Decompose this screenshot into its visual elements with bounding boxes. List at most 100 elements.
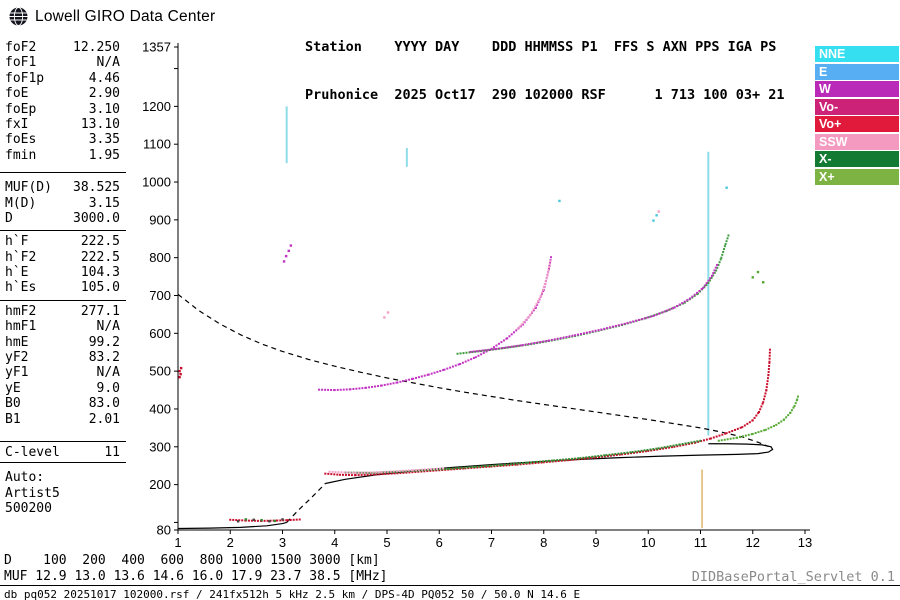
param-group-0: foF2 12.250 foF1 N/A foF1p 4.46 foE 2.90 foEp 3.1… bbox=[0, 40, 126, 163]
param-row-ye: yE 9.0 bbox=[0, 381, 126, 396]
param-value: 104.3 bbox=[80, 265, 120, 281]
param-label: h`E bbox=[5, 265, 29, 281]
param-label: Artist5 bbox=[5, 485, 60, 501]
y-tick-label: 200 bbox=[149, 477, 171, 492]
param-group-3: hmF2 277.1 hmF1 N/A hmE 99.2 yF2 83.2 yF1 N/A yE 9.… bbox=[0, 299, 126, 427]
param-row-b0: B0 83.0 bbox=[0, 396, 126, 411]
param-row-500200: 500200 bbox=[0, 501, 126, 516]
param-value: N/A bbox=[96, 319, 120, 335]
profile-valley bbox=[286, 483, 326, 523]
param-group-2: h`F 222.5 h`F2 222.5 h`E 104.3 h`Es 105.0 bbox=[0, 230, 126, 296]
scaled-parameters-panel: foF2 12.250 foF1 N/A foF1p 4.46 foE 2.90 foEp 3.1… bbox=[0, 40, 126, 517]
param-row-fof1p: foF1p 4.46 bbox=[0, 71, 126, 86]
muf-table-distance-row: D 100 200 400 600 800 1000 1500 3000 [km… bbox=[4, 553, 380, 568]
param-value: 38.525 bbox=[73, 180, 120, 196]
param-row-artist5: Artist5 bbox=[0, 486, 126, 501]
x-tick-label: 7 bbox=[488, 535, 495, 550]
y-tick-label: 1357 bbox=[142, 40, 171, 55]
param-label: foF1p bbox=[5, 70, 45, 86]
param-row-hmf2: hmF2 277.1 bbox=[0, 304, 126, 319]
legend-item-ssw: SSW bbox=[815, 133, 899, 150]
x-tick-label: 2 bbox=[227, 535, 234, 550]
param-value: 13.10 bbox=[80, 116, 120, 132]
param-value: 83.0 bbox=[88, 396, 120, 412]
param-row-d: D 3000.0 bbox=[0, 211, 126, 226]
param-value: 2.90 bbox=[88, 86, 120, 102]
x-tick-label: 1 bbox=[174, 535, 181, 550]
param-label: fmin bbox=[5, 147, 37, 163]
param-row-hme: hmE 99.2 bbox=[0, 335, 126, 350]
param-value: 3.15 bbox=[88, 195, 120, 211]
param-value: 12.250 bbox=[73, 40, 120, 55]
param-row-b1: B1 2.01 bbox=[0, 412, 126, 427]
y-tick-label: 500 bbox=[149, 364, 171, 379]
legend-item-e: E bbox=[815, 63, 899, 80]
y-tick-label: 900 bbox=[149, 212, 171, 227]
param-label: foEp bbox=[5, 101, 37, 117]
param-label: h`F2 bbox=[5, 249, 37, 265]
param-label: yE bbox=[5, 380, 21, 396]
param-row-fof1: foF1 N/A bbox=[0, 55, 126, 70]
param-row-fof2: foF2 12.250 bbox=[0, 40, 126, 55]
param-label: yF2 bbox=[5, 350, 29, 366]
y-tick-label: 80 bbox=[157, 523, 171, 538]
y-tick-label: 800 bbox=[149, 250, 171, 265]
param-value: 277.1 bbox=[80, 303, 120, 319]
param-row-hf2: h`F2 222.5 bbox=[0, 250, 126, 265]
param-value: 9.0 bbox=[96, 380, 120, 396]
servlet-version-label: DIDBasePortal_Servlet 0.1 bbox=[691, 569, 895, 585]
param-value: 4.46 bbox=[88, 70, 120, 86]
param-value: 11 bbox=[104, 444, 120, 460]
param-label: fxI bbox=[5, 116, 29, 132]
x-tick-label: 5 bbox=[383, 535, 390, 550]
param-group-4: C-level 11 bbox=[0, 440, 126, 464]
param-label: B0 bbox=[5, 396, 21, 412]
y-tick-label: 700 bbox=[149, 288, 171, 303]
param-label: yF1 bbox=[5, 365, 29, 381]
legend-item-vo: Vo+ bbox=[815, 116, 899, 132]
x-tick-label: 9 bbox=[592, 535, 599, 550]
param-label: M(D) bbox=[5, 195, 37, 211]
legend-item-x: X+ bbox=[815, 168, 899, 185]
x-tick-label: 3 bbox=[279, 535, 286, 550]
param-row-md: M(D) 3.15 bbox=[0, 196, 126, 211]
x-tick-label: 6 bbox=[436, 535, 443, 550]
param-label: foEs bbox=[5, 132, 37, 148]
y-tick-label: 1000 bbox=[142, 175, 171, 190]
brand-title: Lowell GIRO Data Center bbox=[35, 7, 216, 25]
param-label: 500200 bbox=[5, 501, 52, 517]
param-value: 3.10 bbox=[88, 101, 120, 117]
param-label: MUF(D) bbox=[5, 180, 52, 196]
param-row-foes: foEs 3.35 bbox=[0, 132, 126, 147]
param-row-fmin: fmin 1.95 bbox=[0, 148, 126, 163]
record-header-values: Pruhonice 2025 Oct17 290 102000 RSF 1 71… bbox=[305, 87, 785, 103]
y-tick-label: 600 bbox=[149, 326, 171, 341]
brand: Lowell GIRO Data Center bbox=[8, 6, 215, 27]
param-value: N/A bbox=[96, 365, 120, 381]
param-row-he: h`E 104.3 bbox=[0, 265, 126, 280]
globe-icon bbox=[9, 7, 28, 26]
param-label: Auto: bbox=[5, 470, 45, 486]
param-value: 3.35 bbox=[88, 132, 120, 148]
legend-item-nne: NNE bbox=[815, 46, 899, 62]
legend-item-vo: Vo- bbox=[815, 98, 899, 115]
param-row-foep: foEp 3.10 bbox=[0, 102, 126, 117]
y-tick-label: 300 bbox=[149, 439, 171, 454]
param-value: 83.2 bbox=[88, 350, 120, 366]
profile-f-region bbox=[325, 443, 774, 485]
param-label: B1 bbox=[5, 411, 21, 427]
muf-table-muf-row: MUF 12.9 13.0 13.6 14.6 16.0 17.9 23.7 3… bbox=[4, 569, 388, 584]
param-label: hmF1 bbox=[5, 319, 37, 335]
param-value: 222.5 bbox=[80, 234, 120, 250]
param-label: foE bbox=[5, 86, 29, 102]
param-row-auto: Auto: bbox=[0, 470, 126, 485]
param-label: h`Es bbox=[5, 280, 37, 296]
param-group-1: MUF(D) 38.525 M(D) 3.15 D 3000.0 bbox=[0, 172, 126, 226]
param-label: hmF2 bbox=[5, 303, 37, 319]
status-bar: db pq052 20251017 102000.rsf / 241fx512h… bbox=[0, 585, 900, 600]
legend-item-x: X- bbox=[815, 151, 899, 167]
param-row-hmf1: hmF1 N/A bbox=[0, 319, 126, 334]
param-label: D bbox=[5, 210, 13, 226]
